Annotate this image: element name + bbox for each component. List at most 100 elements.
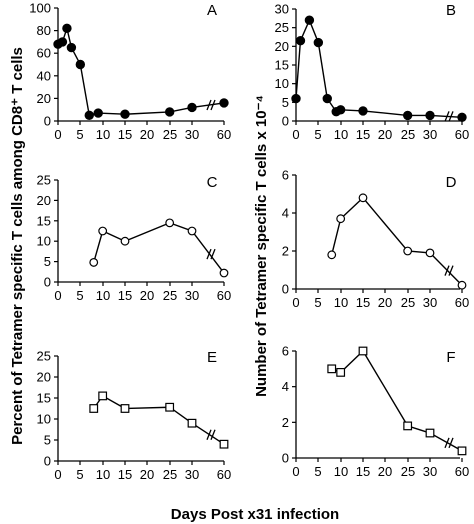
x-tick-label: 10 bbox=[96, 288, 110, 303]
x-tick-label: 15 bbox=[356, 127, 370, 142]
data-point bbox=[66, 42, 77, 53]
y-tick-label: 0 bbox=[44, 454, 51, 469]
x-tick-label: 10 bbox=[334, 127, 348, 142]
data-point bbox=[165, 218, 175, 228]
y-tick-label: 0 bbox=[44, 114, 51, 129]
data-point bbox=[358, 346, 368, 356]
y-tick-label: 15 bbox=[37, 391, 51, 406]
data-point bbox=[89, 258, 99, 267]
series-line bbox=[57, 25, 225, 117]
x-tick-label: 30 bbox=[423, 295, 437, 310]
y-tick-label: 25 bbox=[37, 349, 51, 364]
y-tick-label: 100 bbox=[29, 1, 51, 16]
data-point bbox=[187, 418, 197, 428]
data-point bbox=[219, 98, 229, 108]
y-tick-label: 20 bbox=[275, 39, 289, 54]
data-point bbox=[89, 404, 99, 413]
axis-break-mark bbox=[206, 99, 212, 111]
axis-break-mark bbox=[448, 437, 454, 449]
y-axis-title-right: Number of Tetramer specific T cells x 10… bbox=[253, 95, 270, 397]
data-point bbox=[165, 402, 175, 412]
x-tick-label: 0 bbox=[54, 127, 61, 142]
x-tick-label: 5 bbox=[314, 464, 321, 479]
x-tick-label: 0 bbox=[292, 127, 299, 142]
x-axis-title: Days Post x31 infection bbox=[171, 506, 339, 523]
y-tick-label: 5 bbox=[44, 254, 51, 269]
axis-break-mark bbox=[206, 429, 212, 440]
y-tick-label: 10 bbox=[37, 234, 51, 249]
data-point bbox=[219, 439, 229, 449]
data-point bbox=[425, 248, 435, 258]
series-line bbox=[331, 349, 463, 452]
y-tick-label: 0 bbox=[282, 114, 289, 129]
x-tick-label: 0 bbox=[54, 288, 61, 303]
y-tick-label: 15 bbox=[275, 58, 289, 73]
y-axis-title-left: Percent of Tetramer specific T cells amo… bbox=[9, 47, 26, 445]
y-tick-label: 6 bbox=[282, 344, 289, 359]
y-tick-label: 5 bbox=[282, 95, 289, 110]
y-tick-label: 2 bbox=[282, 415, 289, 430]
data-point bbox=[187, 102, 197, 113]
data-point bbox=[425, 110, 435, 121]
x-tick-label: 30 bbox=[423, 464, 437, 479]
x-tick-label: 60 bbox=[217, 467, 231, 482]
x-tick-label: 20 bbox=[378, 127, 392, 142]
data-point bbox=[457, 446, 467, 456]
y-tick-label: 20 bbox=[37, 193, 51, 208]
x-tick-label: 30 bbox=[185, 467, 199, 482]
x-tick-label: 10 bbox=[96, 127, 110, 142]
axis-break-mark bbox=[210, 248, 216, 260]
data-point bbox=[84, 110, 94, 121]
data-point bbox=[313, 37, 324, 48]
data-point bbox=[358, 106, 368, 116]
data-point bbox=[187, 226, 197, 236]
data-point bbox=[98, 391, 108, 401]
x-tick-label: 15 bbox=[356, 295, 370, 310]
data-point bbox=[98, 226, 108, 236]
y-tick-label: 25 bbox=[37, 173, 51, 188]
panel-label: B bbox=[446, 2, 456, 19]
y-tick-label: 40 bbox=[37, 68, 51, 83]
data-point bbox=[120, 236, 130, 246]
data-point bbox=[403, 246, 413, 256]
y-tick-label: 20 bbox=[37, 370, 51, 385]
data-point bbox=[291, 93, 301, 104]
data-point bbox=[403, 421, 413, 431]
series-line bbox=[93, 222, 225, 274]
x-tick-label: 30 bbox=[185, 127, 199, 142]
axis-break-mark bbox=[210, 429, 216, 440]
y-tick-label: 5 bbox=[44, 433, 51, 448]
x-tick-label: 5 bbox=[76, 127, 83, 142]
x-tick-label: 0 bbox=[54, 467, 61, 482]
panel-label: A bbox=[207, 2, 217, 19]
x-tick-label: 60 bbox=[455, 464, 469, 479]
data-point bbox=[120, 404, 130, 413]
data-point bbox=[75, 59, 86, 70]
axis-break-mark bbox=[444, 437, 450, 449]
x-tick-label: 25 bbox=[163, 288, 177, 303]
x-tick-label: 5 bbox=[76, 288, 83, 303]
data-point bbox=[402, 110, 413, 121]
x-tick-label: 20 bbox=[378, 464, 392, 479]
y-tick-label: 4 bbox=[282, 206, 289, 221]
x-tick-label: 20 bbox=[140, 127, 154, 142]
x-tick-label: 15 bbox=[118, 127, 132, 142]
data-point bbox=[327, 364, 337, 374]
data-point bbox=[304, 15, 315, 25]
y-tick-label: 20 bbox=[37, 91, 51, 106]
data-point bbox=[327, 250, 337, 260]
data-point bbox=[457, 112, 467, 122]
y-tick-label: 10 bbox=[275, 76, 289, 91]
x-tick-label: 10 bbox=[96, 467, 110, 482]
series-line bbox=[295, 18, 463, 118]
x-tick-label: 20 bbox=[140, 288, 154, 303]
x-tick-label: 25 bbox=[163, 467, 177, 482]
data-point bbox=[164, 107, 175, 117]
y-tick-label: 80 bbox=[37, 23, 51, 38]
y-tick-label: 4 bbox=[282, 379, 289, 394]
y-tick-label: 2 bbox=[282, 244, 289, 259]
axis-break-mark bbox=[444, 111, 450, 122]
x-tick-label: 25 bbox=[401, 464, 415, 479]
